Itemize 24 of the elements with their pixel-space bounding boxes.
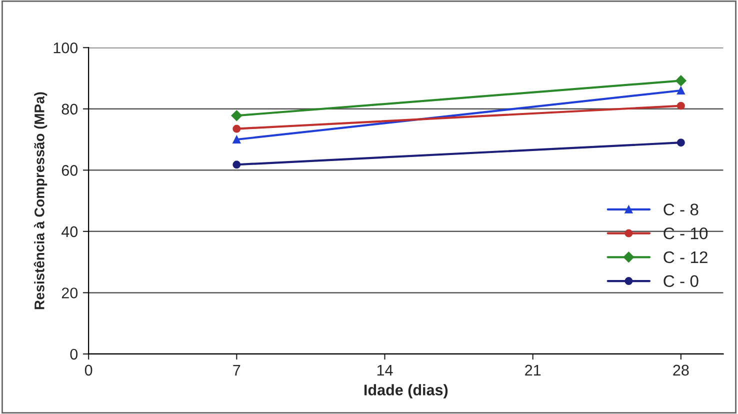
point (676, 102, 685, 110)
point (232, 160, 241, 169)
legend-label: C - 8 (664, 204, 698, 216)
point (675, 75, 686, 86)
legend-label: C - 0 (664, 275, 698, 288)
point (676, 86, 685, 94)
y-tick-label: 60 (62, 165, 78, 176)
point (231, 110, 242, 122)
legend-label: C - 12 (664, 251, 708, 264)
x-tick-label: 21 (525, 364, 541, 376)
y-tick-label: 40 (62, 226, 78, 238)
y-tick-label: 20 (62, 288, 78, 298)
x-tick-label: 28 (673, 364, 689, 376)
y-tick-label: 100 (54, 42, 78, 54)
x-tick-label: 14 (377, 364, 393, 376)
y-axis-title: Resistência à Compressão (MPa) (34, 92, 48, 310)
point (232, 124, 241, 133)
x-axis-title: Idade (dias) (364, 384, 448, 398)
y-tick-label: 0 (70, 348, 78, 360)
x-tick-label: 7 (233, 364, 240, 376)
y-tick-label: 80 (62, 104, 78, 115)
x-tick-label: 0 (84, 364, 92, 376)
point (232, 136, 241, 144)
point (676, 138, 685, 147)
